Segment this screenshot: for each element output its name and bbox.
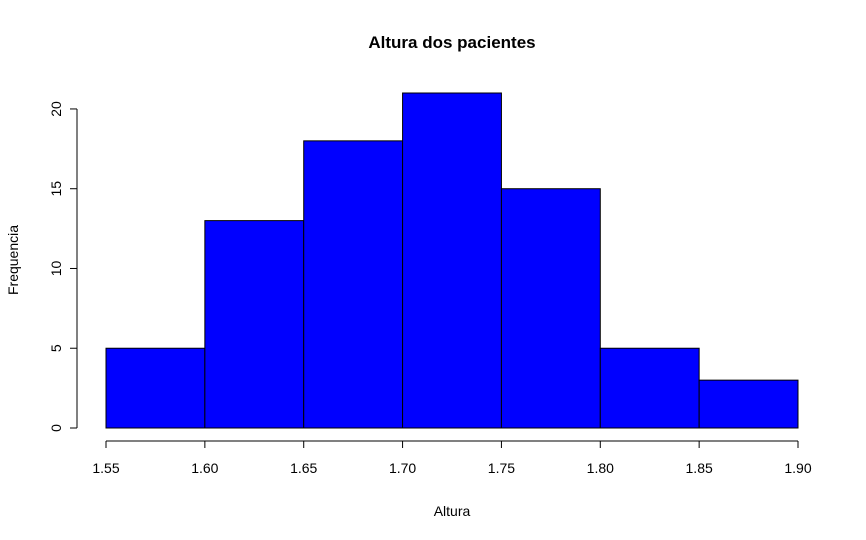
x-tick-label: 1.70: [389, 460, 416, 476]
x-axis-title: Altura: [434, 503, 471, 519]
y-tick-label: 5: [48, 344, 64, 352]
histogram-bar: [599, 347, 700, 429]
x-tick-label: 1.80: [587, 460, 614, 476]
y-tick-label: 20: [48, 101, 64, 117]
histogram-bar: [204, 220, 305, 429]
y-tick-label: 10: [48, 260, 64, 276]
histogram-bar: [402, 92, 502, 429]
histogram-bar: [303, 140, 404, 429]
y-tick-label: 15: [48, 181, 64, 197]
x-tick-label: 1.60: [191, 460, 218, 476]
x-tick-label: 1.75: [488, 460, 515, 476]
x-tick-label: 1.55: [92, 460, 119, 476]
bars-group: [105, 92, 799, 429]
y-tick-label: 0: [48, 424, 64, 432]
histogram-bar: [698, 379, 799, 429]
y-axis: 0 5 10 15 20: [48, 101, 78, 432]
x-tick-label: 1.65: [290, 460, 317, 476]
x-tick-label: 1.85: [686, 460, 713, 476]
x-axis: 1.55 1.60 1.65 1.70 1.75 1.80 1.85 1.90: [92, 440, 812, 476]
chart-title: Altura dos pacientes: [368, 33, 535, 52]
x-tick-label: 1.90: [784, 460, 811, 476]
histogram-bar: [500, 188, 601, 429]
histogram-bar: [105, 347, 206, 429]
y-axis-title: Frequencia: [5, 225, 21, 295]
